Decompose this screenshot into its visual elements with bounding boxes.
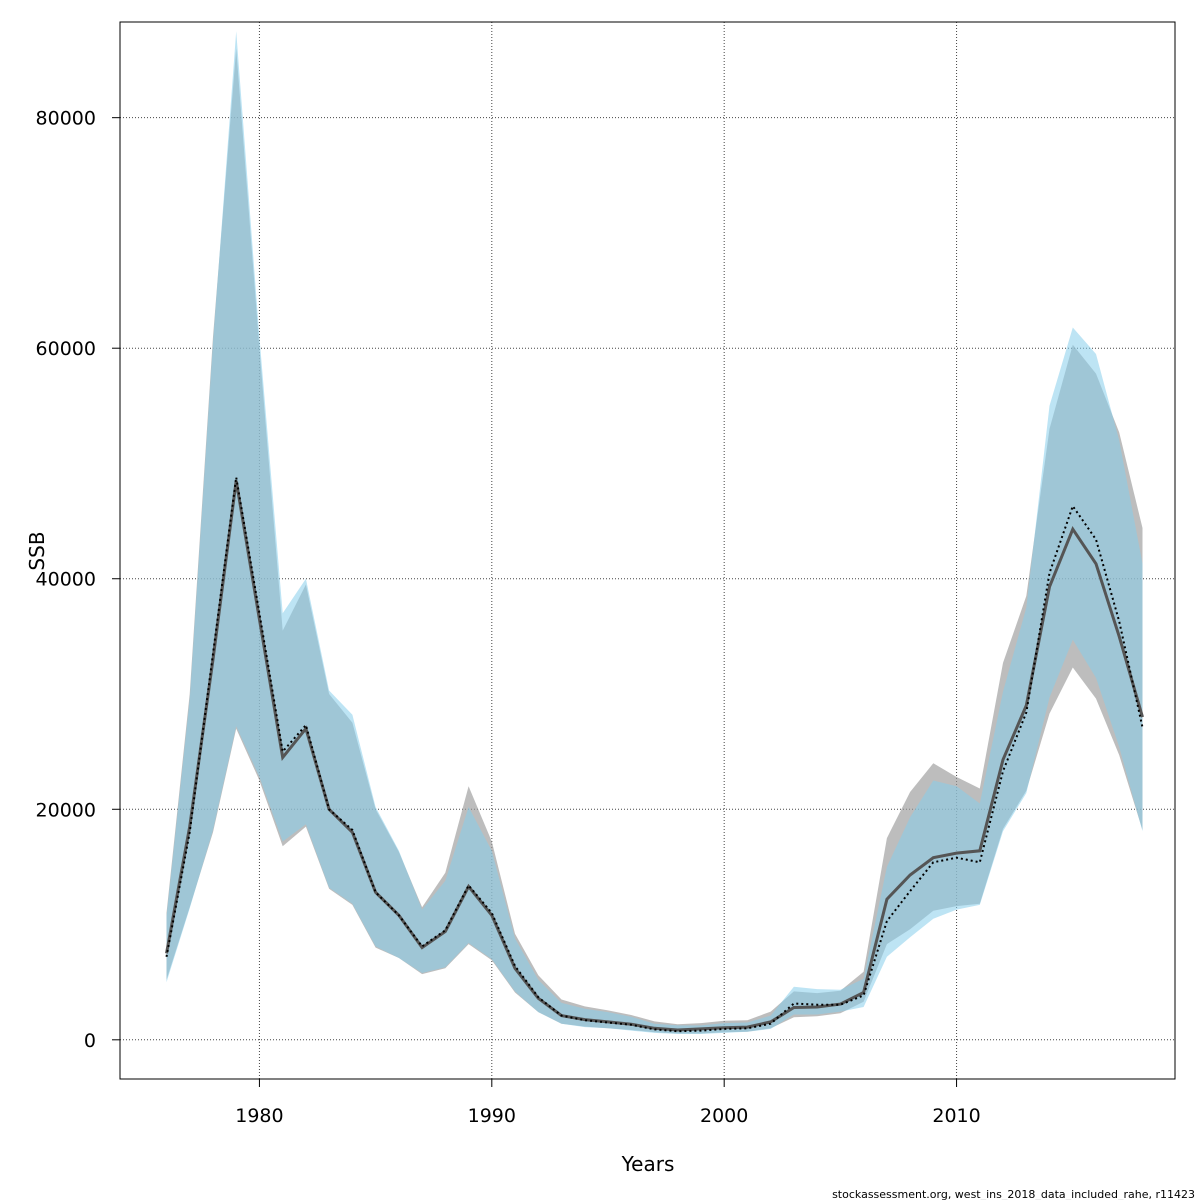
- estimate-lines: [165, 477, 1144, 1033]
- band-series-1: [166, 48, 1143, 1034]
- confidence-bands: [166, 31, 1143, 1034]
- y-tick-label: 20000: [36, 799, 96, 821]
- x-axis-ticks: 1980 1990 2000 2010: [235, 1079, 981, 1127]
- y-tick-label: 40000: [36, 569, 96, 591]
- y-axis-ticks: 0 20000 40000 60000 80000: [36, 108, 120, 1052]
- footer-credit: stockassessment.org, west_ins_2018_data_…: [832, 1188, 1195, 1200]
- y-tick-label: 0: [84, 1030, 96, 1052]
- x-tick-label: 2010: [932, 1105, 980, 1127]
- x-tick-label: 2000: [700, 1105, 748, 1127]
- x-tick-label: 1980: [235, 1105, 283, 1127]
- plot-frame: [119, 21, 1176, 1080]
- x-axis-title: Years: [621, 1152, 675, 1176]
- band-series-2: [166, 31, 1143, 1034]
- estimate-line-series-2: [165, 477, 1144, 1033]
- y-axis-title: SSB: [25, 531, 49, 570]
- y-tick-label: 60000: [36, 338, 96, 360]
- grid-lines: [120, 22, 1175, 1079]
- y-tick-label: 80000: [36, 108, 96, 130]
- x-tick-label: 1990: [468, 1105, 516, 1127]
